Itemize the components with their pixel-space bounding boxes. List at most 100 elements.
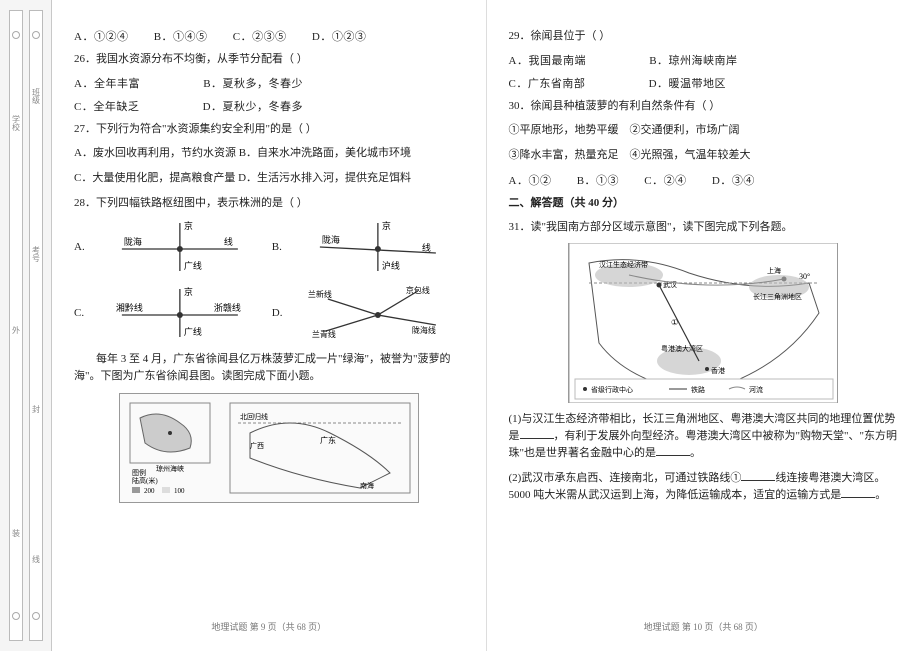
q29-options-r2: C．广东省南部 D．暖温带地区 [509,75,899,91]
opt: B．①④⑤ [154,28,208,44]
rail-label-c: C. [74,307,88,319]
svg-text:200: 200 [144,487,155,495]
q27: 27．下列行为符合"水资源集约安全利用"的是（ ） [74,121,464,138]
svg-text:兰新线: 兰新线 [308,289,332,299]
blank [841,487,875,498]
page-footer-10: 地理试题 第 10 页（共 68 页） [509,614,899,633]
q27-row-ab: A．废水回收再利用，节约水资源 B．自来水冲洗路面，美化城市环境 [74,145,464,162]
q26-options-r2: C．全年缺乏 D．夏秋少，冬春多 [74,98,464,114]
svg-text:京: 京 [382,220,391,231]
opt: D．夏秋少，冬春多 [203,98,303,114]
q29: 29．徐闻县位于（ ） [509,28,899,45]
opt: C．②④ [644,172,686,188]
blank [520,428,554,439]
svg-text:浙赣线: 浙赣线 [214,302,241,313]
text: 。 [875,489,886,501]
opt: B．①③ [577,172,619,188]
strip-label: 外 [11,326,22,334]
page-spread: A．①②④ B．①④⑤ C．②③⑤ D．①②③ 26．我国水资源分布不均衡，从季… [52,0,920,651]
opt: D．①②③ [312,28,366,44]
q30-options: A．①② B．①③ C．②④ D．③④ [509,172,899,188]
opt: A．①②④ [74,28,128,44]
rail-diagram-grid: A. 京 广线 陇海 线 B. [74,219,464,341]
xuwen-intro: 每年 3 至 4 月，广东省徐闻县亿万株菠萝汇成一片"绿海"，被誉为"菠萝的海"… [74,351,464,385]
svg-text:广西: 广西 [250,441,264,450]
svg-text:100: 100 [174,487,185,495]
page-9: A．①②④ B．①④⑤ C．②③⑤ D．①②③ 26．我国水资源分布不均衡，从季… [52,0,487,651]
xuwen-map: 图例 陆高(米) 200 100 琼州海峡 北回归线 广东 广西 南海 [119,393,419,503]
svg-text:河流: 河流 [749,385,763,394]
rail-dia-d: 京包线 陇海线 兰新线 兰青线 [292,285,464,341]
svg-text:广东: 广东 [320,435,336,445]
strip-label: 装 [11,529,22,537]
blank [656,445,690,456]
xuwen-map-wrap: 图例 陆高(米) 200 100 琼州海峡 北回归线 广东 广西 南海 [74,393,464,503]
svg-text:线: 线 [224,236,233,247]
q27-row-cd: C．大量使用化肥，提高粮食产量 D．生活污水排入河，提供充足饵料 [74,170,464,187]
svg-text:兰青线: 兰青线 [312,329,336,339]
opt: D．③④ [712,172,755,188]
svg-text:省级行政中心: 省级行政中心 [591,385,633,394]
opt: A．①② [509,172,552,188]
q26-options-r1: A．全年丰富 B．夏秋多，冬春少 [74,75,464,91]
text: (2)武汉市承东启西、连接南北，可通过铁路线① [509,472,742,484]
strip-label: 封 [31,405,42,413]
rail-label-b: B. [272,241,286,253]
svg-text:图例: 图例 [132,468,146,477]
section-2-heading: 二、解答题（共 40 分） [509,195,899,212]
strip-label: 线 [31,555,42,563]
q28: 28．下列四幅铁路枢纽图中，表示株洲的是（ ） [74,195,464,212]
svg-text:铁路: 铁路 [691,385,705,394]
binding-outer: 学校 外 装 [9,10,23,641]
q31-part2: (2)武汉市承东启西、连接南北，可通过铁路线①线连接粤港澳大湾区。5000 吨大… [509,470,899,504]
rail-label-d: D. [272,307,286,319]
q30: 30．徐闻县种植菠萝的有利自然条件有（ ） [509,98,899,115]
q26: 26．我国水资源分布不均衡，从季节分配看（ ） [74,51,464,68]
binding-strip: 学校 外 装 班级 考号 封 线 [0,0,52,651]
south-map-wrap: 30° 汉江生态经济带 武汉 上海 长江三角洲地区 粤港澳大湾区 香港 ① [509,243,899,403]
opt: C．全年缺乏 [74,98,139,114]
rail-dia-a: 京 广线 陇海 线 [94,219,266,275]
opt: A．我国最南端 [509,52,586,68]
page-footer-9: 地理试题 第 9 页（共 68 页） [74,614,464,633]
text: ，有利于发展外向型经济。粤港澳大湾区中被称为"购物天堂"、"东方明珠"也是世界著… [509,430,897,459]
opt: B．琼州海峡南岸 [649,52,737,68]
q31-part1: (1)与汉江生态经济带相比，长江三角洲地区、粤港澳大湾区共同的地理位置优势是，有… [509,411,899,462]
opt: B．夏秋多，冬春少 [203,75,303,91]
svg-text:北回归线: 北回归线 [240,412,268,421]
strip-label: 学校 [11,115,22,131]
svg-text:汉江生态经济带: 汉江生态经济带 [599,260,648,269]
opt: C．广东省南部 [509,75,586,91]
svg-text:京包线: 京包线 [406,285,430,295]
svg-text:京: 京 [184,220,193,231]
q25-options: A．①②④ B．①④⑤ C．②③⑤ D．①②③ [74,28,464,44]
svg-text:南海: 南海 [360,481,374,490]
opt: D．暖温带地区 [649,75,726,91]
text: 。 [690,447,701,459]
svg-text:广线: 广线 [184,260,202,271]
strip-label: 班级 [31,88,42,104]
svg-text:陆高(米): 陆高(米) [132,476,158,485]
svg-text:沪线: 沪线 [382,260,400,271]
blank [741,470,775,481]
opt: A．全年丰富 [74,75,140,91]
svg-text:上海: 上海 [767,266,781,275]
rail-label-a: A. [74,241,88,253]
opt: C．②③⑤ [233,28,287,44]
svg-text:广线: 广线 [184,326,202,337]
rail-dia-b: 京 沪线 陇海 线 [292,219,464,275]
binding-inner: 班级 考号 封 线 [29,10,43,641]
svg-text:琼州海峡: 琼州海峡 [156,464,184,473]
q30-stem-b: ③降水丰富，热量充足 ④光照强，气温年较差大 [509,147,899,164]
svg-text:陇海: 陇海 [322,234,340,245]
svg-text:京: 京 [184,286,193,297]
page-10: 29．徐闻县位于（ ） A．我国最南端 B．琼州海峡南岸 C．广东省南部 D．暖… [487,0,920,651]
q31: 31．读"我国南方部分区域示意图"，读下图完成下列各题。 [509,219,899,236]
q30-stem-a: ①平原地形，地势平缓 ②交通便利，市场广阔 [509,122,899,139]
strip-label: 考号 [31,246,42,262]
svg-text:陇海线: 陇海线 [412,325,436,335]
svg-text:长江三角洲地区: 长江三角洲地区 [753,292,802,301]
south-map: 30° 汉江生态经济带 武汉 上海 长江三角洲地区 粤港澳大湾区 香港 ① [568,243,838,403]
svg-text:湘黔线: 湘黔线 [116,302,143,313]
svg-text:陇海: 陇海 [124,236,142,247]
